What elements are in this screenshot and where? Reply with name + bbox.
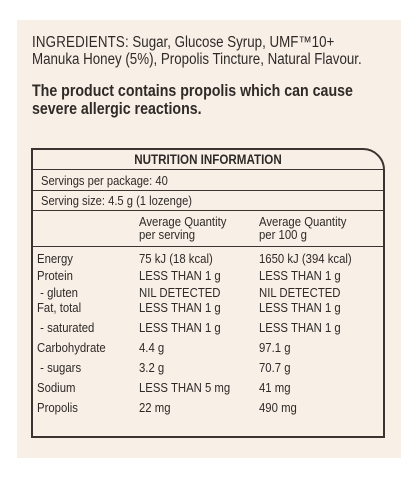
- ingredients-list-start: : Sugar, Glucose Syrup, UMF™10+: [125, 34, 335, 51]
- row-per-100g: LESS THAN 1 g: [259, 320, 341, 335]
- title-divider: [33, 169, 383, 170]
- row-per-serving: LESS THAN 5 mg: [139, 380, 231, 395]
- row-name: - saturated: [37, 320, 95, 335]
- ingredients-line-2: Manuka Honey (5%), Propolis Tincture, Na…: [32, 51, 362, 68]
- column-header-per-serving-line-1: Average Quantity: [139, 214, 227, 229]
- row-per-100g: 1650 kJ (394 kcal): [259, 251, 352, 266]
- serving-size: Serving size: 4.5 g (1 lozenge): [41, 193, 193, 208]
- servings-per-package: Servings per package: 40: [41, 173, 168, 188]
- row-per-100g: 41 mg: [259, 380, 291, 395]
- warning-line-1: The product contains propolis which can …: [32, 82, 353, 100]
- row-per-100g: NIL DETECTED: [259, 285, 341, 300]
- row-name: Protein: [37, 268, 73, 283]
- servings-divider: [33, 190, 383, 191]
- row-per-serving: 75 kJ (18 kcal): [139, 251, 213, 266]
- column-header-per-100g-line-2: per 100 g: [259, 227, 307, 242]
- row-per-100g: 70.7 g: [259, 360, 291, 375]
- row-name: Sodium: [37, 380, 76, 395]
- row-per-serving: LESS THAN 1 g: [139, 320, 221, 335]
- row-per-serving: 4.4 g: [139, 340, 165, 355]
- allergy-warning: The product contains propolis which can …: [32, 82, 402, 118]
- row-name: Propolis: [37, 400, 78, 415]
- row-name: Carbohydrate: [37, 340, 106, 355]
- row-name: - sugars: [37, 360, 82, 375]
- column-header-per-100g: Average Quantity per 100 g: [259, 215, 346, 241]
- row-name: - gluten: [37, 285, 78, 300]
- column-header-per-serving: Average Quantity per serving: [139, 215, 226, 241]
- ingredients-text: INGREDIENTS: Sugar, Glucose Syrup, UMF™1…: [32, 34, 391, 68]
- ingredients-line-1: INGREDIENTS: Sugar, Glucose Syrup, UMF™1…: [32, 34, 391, 51]
- column-header-per-serving-line-2: per serving: [139, 227, 196, 242]
- row-per-serving: 3.2 g: [139, 360, 165, 375]
- row-per-100g: LESS THAN 1 g: [259, 268, 341, 283]
- row-per-100g: 490 mg: [259, 400, 297, 415]
- row-name: Fat, total: [37, 300, 82, 315]
- warning-line-2: severe allergic reactions.: [32, 100, 202, 118]
- header-divider: [33, 246, 383, 247]
- row-per-serving: LESS THAN 1 g: [139, 268, 221, 283]
- product-label-panel: INGREDIENTS: Sugar, Glucose Syrup, UMF™1…: [17, 20, 401, 458]
- nutrition-information-table: NUTRITION INFORMATION Servings per packa…: [31, 148, 385, 438]
- nutrition-table-title: NUTRITION INFORMATION: [134, 152, 282, 167]
- row-per-serving: 22 mg: [139, 400, 171, 415]
- row-name: Energy: [37, 251, 73, 266]
- ingredients-heading: INGREDIENTS: [32, 34, 126, 51]
- serving-size-divider: [33, 210, 383, 211]
- row-per-serving: LESS THAN 1 g: [139, 300, 221, 315]
- row-per-100g: LESS THAN 1 g: [259, 300, 341, 315]
- row-per-serving: NIL DETECTED: [139, 285, 221, 300]
- column-header-per-100g-line-1: Average Quantity: [259, 214, 347, 229]
- row-per-100g: 97.1 g: [259, 340, 291, 355]
